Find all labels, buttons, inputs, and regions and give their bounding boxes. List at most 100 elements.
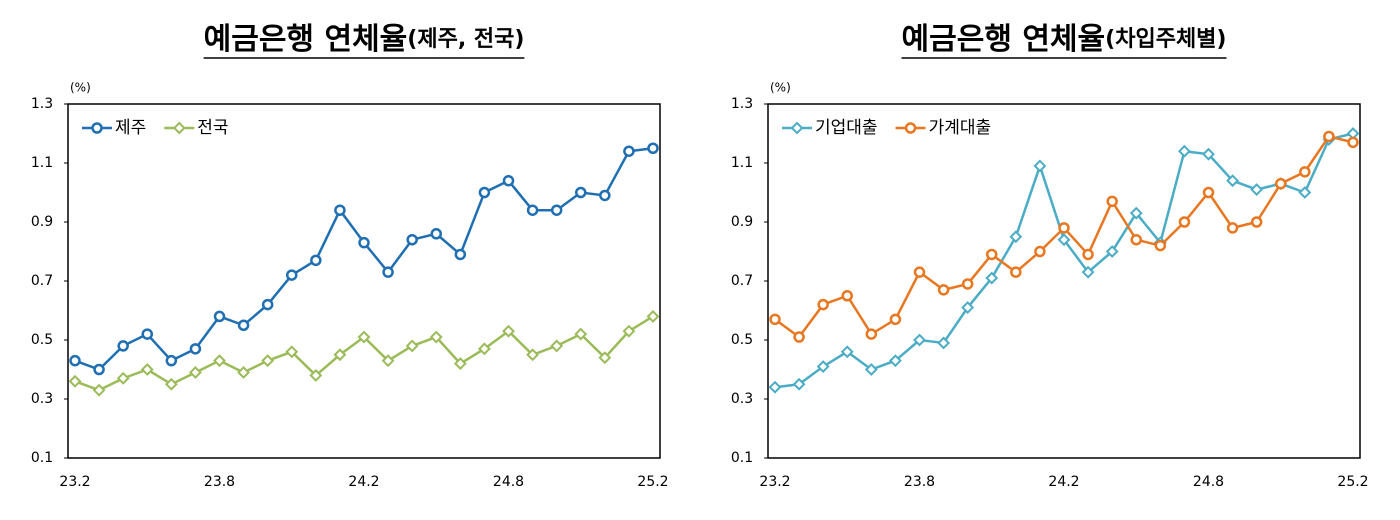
unit-label: (%) <box>70 81 91 95</box>
marker <box>358 236 370 249</box>
marker <box>1347 136 1359 149</box>
marker <box>1323 130 1335 143</box>
x-tick-label: 24.2 <box>1048 474 1079 490</box>
marker <box>1299 166 1311 178</box>
marker <box>213 310 226 323</box>
y-tick-label: 0.7 <box>731 273 753 289</box>
x-tick-label: 23.2 <box>59 474 90 490</box>
marker <box>865 328 878 340</box>
x-tick-label: 23.8 <box>204 474 235 490</box>
marker <box>526 348 539 362</box>
series-line <box>774 132 1354 389</box>
y-tick-label: 1.3 <box>31 96 53 112</box>
marker <box>1106 195 1118 208</box>
x-tick-label: 25.2 <box>637 474 668 490</box>
y-tick-label: 0.5 <box>731 332 753 348</box>
marker <box>622 324 636 338</box>
marker <box>91 122 103 134</box>
marker <box>381 354 395 368</box>
marker <box>889 313 902 326</box>
marker <box>261 298 274 311</box>
y-tick-label: 1.3 <box>731 96 753 112</box>
marker <box>1034 245 1046 258</box>
marker <box>69 354 81 367</box>
x-tick-label: 24.2 <box>348 474 379 490</box>
marker <box>623 145 635 157</box>
marker <box>599 189 611 202</box>
marker <box>164 377 178 391</box>
chart-title: 예금은행 연체율(제주, 전국) <box>204 22 525 57</box>
marker <box>937 284 950 296</box>
marker <box>1178 216 1191 228</box>
y-tick-label: 0.9 <box>31 214 53 230</box>
marker <box>913 266 926 278</box>
marker <box>986 248 998 261</box>
marker <box>310 254 322 267</box>
marker <box>550 339 564 353</box>
marker <box>913 333 926 347</box>
marker <box>841 290 853 302</box>
marker <box>575 186 587 199</box>
marker <box>117 340 129 352</box>
marker <box>502 324 515 338</box>
marker <box>1057 233 1071 247</box>
marker <box>647 142 659 154</box>
marker <box>333 348 347 362</box>
marker <box>453 357 467 371</box>
marker <box>116 371 130 385</box>
marker <box>961 278 974 290</box>
x-tick-label: 23.8 <box>904 474 935 490</box>
marker <box>213 354 226 368</box>
marker <box>172 121 186 135</box>
legend-label: 기업대출 <box>815 118 878 138</box>
y-tick-label: 0.3 <box>731 391 753 407</box>
y-tick-label: 0.3 <box>31 391 53 407</box>
marker <box>1010 266 1022 278</box>
marker <box>382 266 394 278</box>
marker <box>1009 230 1023 244</box>
y-tick-label: 0.5 <box>31 332 53 348</box>
marker <box>261 354 275 368</box>
marker <box>429 330 443 344</box>
marker <box>1130 233 1142 246</box>
plot-frame <box>767 103 1361 459</box>
marker <box>237 366 250 379</box>
series-line <box>74 315 654 392</box>
y-tick-label: 1.1 <box>31 155 53 171</box>
title-main: 예금은행 연체율 <box>902 22 1106 57</box>
marker <box>1250 216 1263 228</box>
marker <box>454 248 467 261</box>
marker <box>1226 174 1239 188</box>
marker <box>165 354 178 367</box>
marker <box>430 228 442 240</box>
legend-label: 가계대출 <box>929 118 992 138</box>
marker <box>574 327 588 341</box>
marker <box>357 330 371 344</box>
marker <box>406 233 418 246</box>
title-note: (차입주체별) <box>1105 27 1226 52</box>
marker <box>840 345 854 359</box>
marker <box>985 271 999 285</box>
marker <box>961 301 975 314</box>
marker <box>793 331 805 343</box>
marker <box>937 336 950 350</box>
marker <box>769 313 781 326</box>
y-tick-label: 0.9 <box>731 214 753 230</box>
marker <box>864 363 878 376</box>
y-tick-label: 1.1 <box>731 155 753 171</box>
marker <box>1178 144 1191 158</box>
unit-label: (%) <box>770 81 791 95</box>
y-tick-label: 0.1 <box>31 450 53 466</box>
marker <box>405 339 419 353</box>
x-tick-label: 23.2 <box>759 474 790 490</box>
marker <box>334 204 346 216</box>
marker <box>286 269 298 281</box>
y-tick-label: 0.7 <box>31 273 53 289</box>
marker <box>1202 186 1215 199</box>
x-tick-label: 24.8 <box>1193 474 1224 490</box>
marker <box>141 328 153 340</box>
marker <box>1105 245 1119 258</box>
marker <box>1129 206 1143 220</box>
marker <box>92 383 106 397</box>
